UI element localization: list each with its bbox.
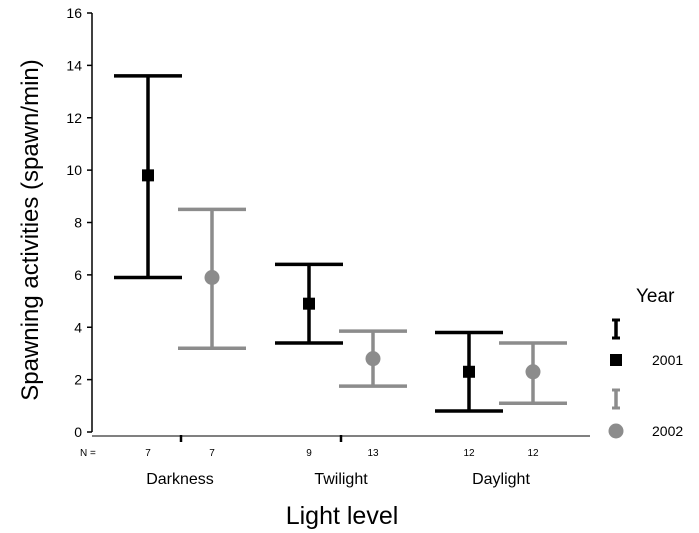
legend-marker xyxy=(610,354,622,366)
error-bar-2001 xyxy=(435,332,503,411)
error-bar-2001 xyxy=(114,76,182,278)
n-value: 7 xyxy=(145,448,151,459)
mean-marker xyxy=(366,351,381,366)
mean-marker xyxy=(526,364,541,379)
chart-marks xyxy=(114,76,567,411)
n-value: 12 xyxy=(463,448,475,459)
x-axis-label: Light level xyxy=(286,502,399,530)
x-tick-label: Daylight xyxy=(472,471,530,488)
y-tick-label: 0 xyxy=(74,424,82,440)
y-tick-label: 12 xyxy=(66,110,82,126)
legend-item-2002: 2002 xyxy=(609,390,684,439)
y-tick-label: 16 xyxy=(66,5,82,21)
x-tick-label: Darkness xyxy=(146,471,214,488)
n-value: 13 xyxy=(367,448,379,459)
error-bar-2002 xyxy=(499,343,567,403)
x-tick-label: Twilight xyxy=(314,471,368,488)
mean-marker xyxy=(463,366,475,378)
y-tick-label: 14 xyxy=(66,57,82,73)
mean-marker xyxy=(303,298,315,310)
legend-title: Year xyxy=(636,286,675,307)
legend-label: 2001 xyxy=(652,352,683,368)
y-tick-label: 10 xyxy=(66,162,82,178)
y-tick-label: 4 xyxy=(74,319,82,335)
legend-item-2001: 2001 xyxy=(610,320,683,368)
y-tick-label: 2 xyxy=(74,372,82,388)
y-tick-label: 8 xyxy=(74,215,82,231)
error-bar-2002 xyxy=(339,331,407,386)
legend-marker xyxy=(609,424,624,439)
error-bar-2001 xyxy=(275,264,343,343)
y-tick-label: 6 xyxy=(74,267,82,283)
mean-marker xyxy=(205,270,220,285)
n-value: 9 xyxy=(306,448,312,459)
error-bar-2002 xyxy=(178,209,246,348)
legend-label: 2002 xyxy=(652,423,683,439)
legend: 2001 2002 xyxy=(609,320,684,439)
n-value: 7 xyxy=(209,448,215,459)
y-axis-label: Spawning activities (spawn/min) xyxy=(17,59,44,400)
n-label: N = xyxy=(80,448,96,459)
n-value: 12 xyxy=(527,448,539,459)
mean-marker xyxy=(142,169,154,181)
